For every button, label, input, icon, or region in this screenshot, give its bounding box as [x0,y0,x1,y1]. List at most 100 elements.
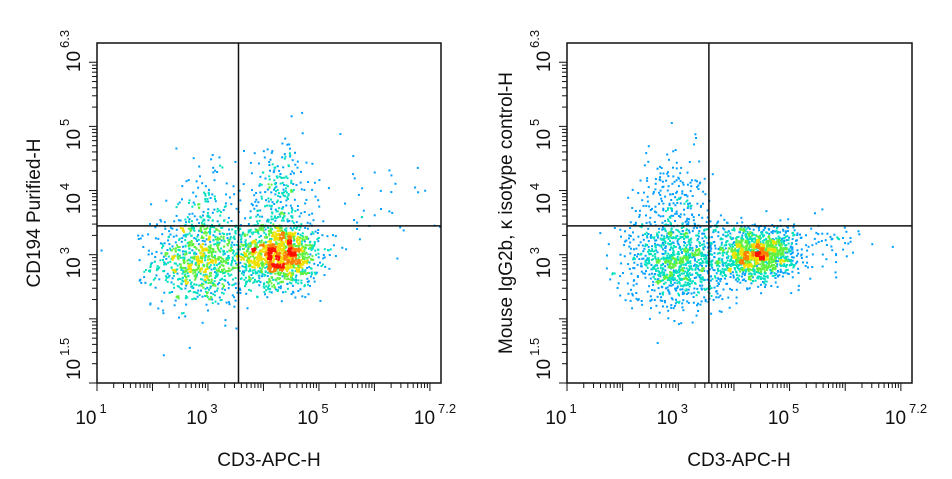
event-point [681,278,684,281]
event-point [654,239,657,242]
event-point [673,320,676,322]
event-point [698,250,701,253]
event-point [291,215,294,218]
event-point [689,248,692,251]
event-point [322,257,325,260]
event-point [291,229,294,232]
event-point [686,195,689,198]
event-point [800,248,803,251]
event-point [286,196,289,199]
event-point [225,258,228,261]
event-point [756,235,758,238]
event-point [687,248,690,251]
event-point [150,263,152,266]
event-point [210,278,213,281]
event-point [795,262,798,265]
event-point [768,260,770,263]
event-point [733,228,736,231]
event-point [321,263,324,266]
event-point [206,265,209,268]
event-point [209,264,212,267]
event-point [268,238,271,241]
event-point [664,219,667,222]
event-point [181,272,184,275]
event-point [259,244,262,247]
event-point [282,248,285,251]
event-point [769,272,772,275]
event-point [654,205,657,208]
event-point [796,234,799,236]
event-point [185,284,188,287]
event-point [688,218,690,221]
event-point [694,223,697,226]
event-point [817,233,820,236]
event-point [271,285,274,288]
event-point [756,249,759,252]
event-point [732,245,734,248]
event-point [682,269,685,272]
event-point [313,271,316,274]
event-point [315,271,318,274]
event-point [223,268,226,271]
event-point [728,247,731,250]
event-point [291,269,294,272]
event-point [149,284,152,287]
event-point [681,306,684,309]
event-point [187,227,190,230]
event-point [215,275,218,278]
event-point [746,230,749,233]
event-point [749,275,751,278]
event-point [274,246,277,249]
event-point [353,219,356,221]
event-point [216,220,219,223]
event-point [722,233,725,236]
event-point [686,256,689,259]
event-point [273,169,276,172]
event-point [679,269,682,272]
event-point [649,216,652,219]
event-point [268,175,271,178]
event-point [287,235,290,238]
event-point [689,260,692,263]
event-point [667,218,669,221]
event-point [633,261,636,264]
event-point [264,241,267,244]
event-point [729,259,732,262]
event-point [278,252,281,255]
event-point [706,228,709,231]
event-point [291,252,294,255]
event-point [696,234,699,237]
event-point [695,137,697,139]
event-point [251,249,254,252]
event-point [654,188,657,191]
event-point [200,216,203,219]
event-point [206,291,209,294]
event-point [243,278,246,281]
event-point [643,247,646,250]
event-point [290,179,293,182]
event-point [279,236,282,239]
event-point [667,185,670,188]
event-point [288,257,291,260]
event-point [210,158,213,161]
event-point [871,243,874,246]
event-point [265,289,268,292]
event-point [696,186,699,188]
event-point [222,251,225,254]
event-point [275,242,278,245]
event-point [158,266,161,269]
event-point [201,295,204,298]
event-point [213,256,216,259]
event-point [334,235,337,238]
event-point [737,240,740,243]
event-point [749,231,752,234]
event-point [745,247,747,250]
event-point [776,285,779,288]
event-point [730,255,733,258]
event-point [744,239,747,242]
event-point [809,277,812,280]
event-point [199,244,202,247]
event-point [715,290,718,293]
event-point [276,165,279,168]
event-point [656,342,659,344]
